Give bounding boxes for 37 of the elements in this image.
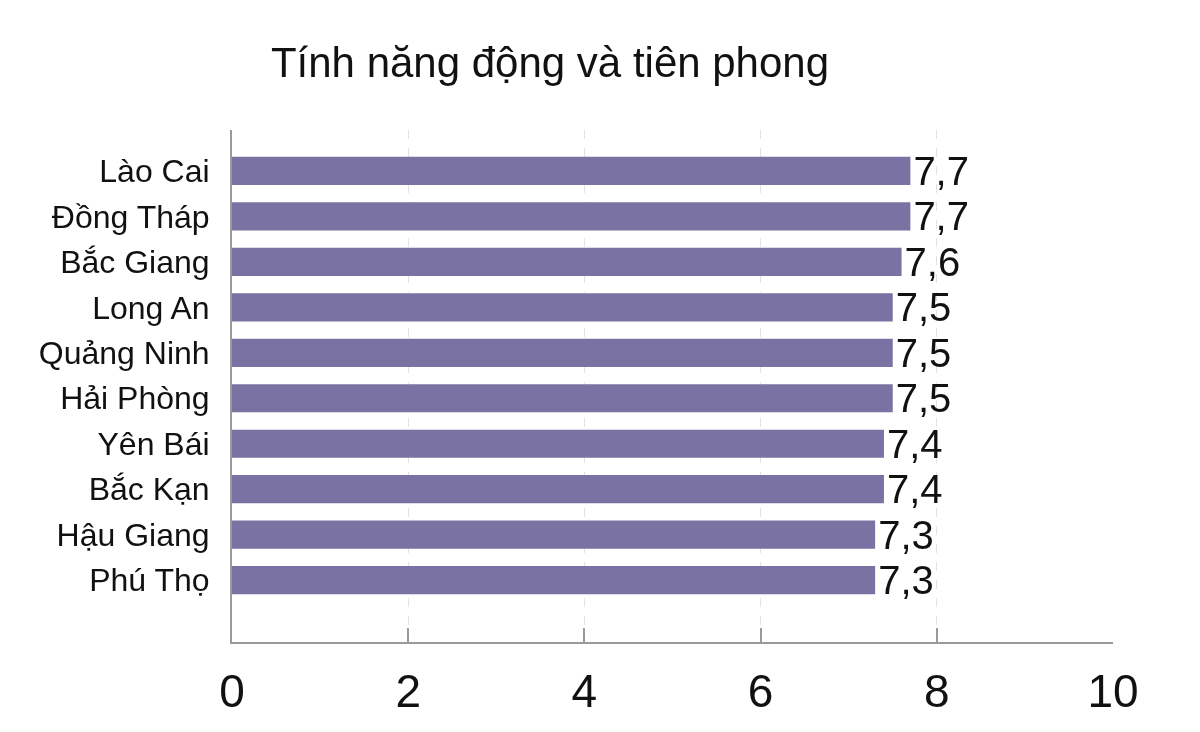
y-tick-label: Bắc Giang xyxy=(60,244,210,281)
y-tick-label: Bắc Kạn xyxy=(88,471,210,508)
x-tick-label: 8 xyxy=(924,665,950,718)
bar xyxy=(232,293,893,322)
data-label: 7,4 xyxy=(886,467,943,512)
data-label: 7,6 xyxy=(904,239,961,284)
data-label: 7,5 xyxy=(895,285,952,330)
data-label: 7,5 xyxy=(895,330,952,375)
data-label: 7,4 xyxy=(886,421,943,466)
bar xyxy=(232,429,884,458)
data-label: 7,7 xyxy=(913,194,969,239)
y-tick-label: Quảng Ninh xyxy=(38,335,210,372)
x-tick-label: 0 xyxy=(219,665,245,718)
bar xyxy=(232,475,884,504)
y-tick-label: Đồng Tháp xyxy=(51,198,210,235)
bar xyxy=(232,156,911,186)
x-tick-label: 6 xyxy=(747,665,774,718)
data-label: 7,5 xyxy=(895,376,952,421)
data-label: 7,3 xyxy=(878,512,934,557)
x-tick-label: 10 xyxy=(1087,665,1139,718)
y-tick-label: Yên Bái xyxy=(97,425,210,462)
bar xyxy=(232,566,876,595)
bar xyxy=(232,202,911,231)
bar xyxy=(232,247,902,276)
y-tick-label: Long An xyxy=(92,289,210,326)
x-tick-label: 2 xyxy=(395,665,421,718)
data-label: 7,3 xyxy=(878,558,934,603)
bar xyxy=(232,520,876,549)
y-tick-label: Hậu Giang xyxy=(56,516,210,553)
bar xyxy=(232,338,893,367)
data-label: 7,7 xyxy=(913,148,969,193)
x-tick-label: 4 xyxy=(571,665,598,718)
y-tick-label: Phú Thọ xyxy=(89,562,210,599)
bar xyxy=(232,384,893,413)
y-tick-label: Hải Phòng xyxy=(60,380,210,417)
y-tick-label: Lào Cai xyxy=(99,153,210,190)
chart-title: Tính năng động và tiên phong xyxy=(270,38,830,86)
